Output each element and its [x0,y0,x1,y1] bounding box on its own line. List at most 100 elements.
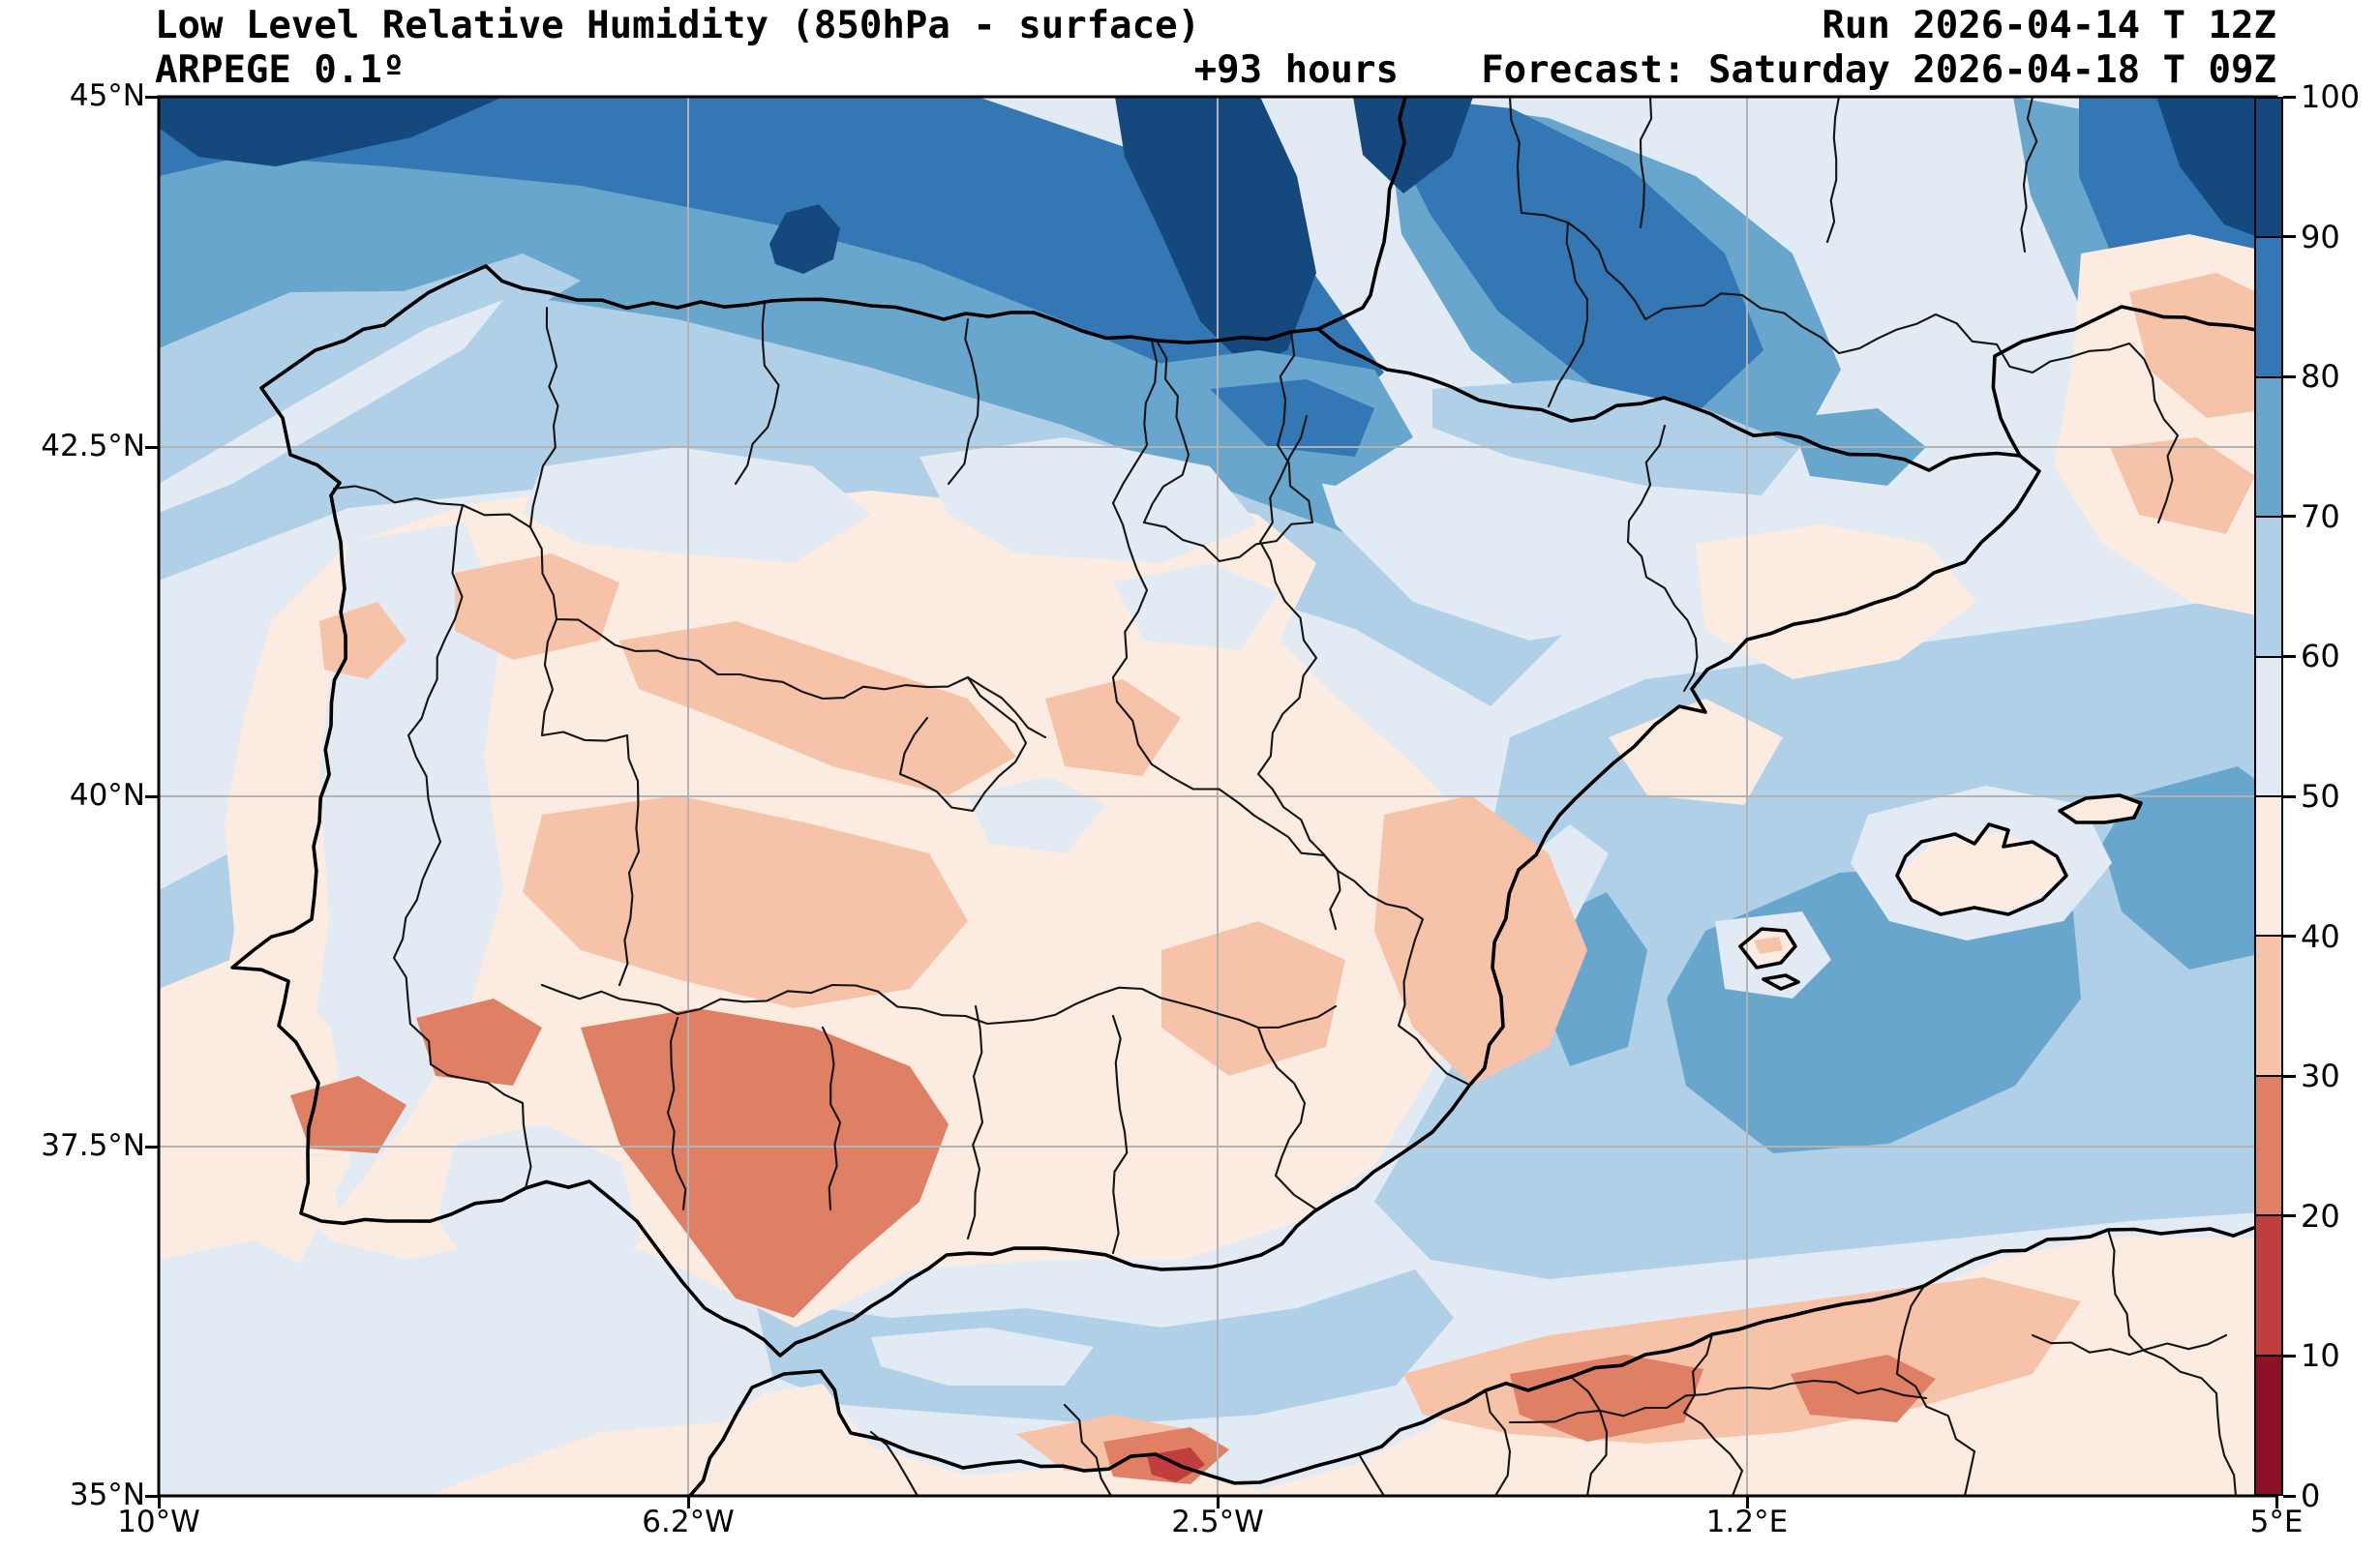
contour-region [2110,437,2255,534]
contour-region [619,621,1016,795]
colorbar-segment [2256,238,2281,378]
x-tick-mark [2275,1496,2278,1508]
contour-region [159,97,1384,418]
contour-region [871,1328,1094,1386]
x-tick-label: 10°W [117,1505,200,1539]
admin-border [1357,1452,1386,1496]
admin-border [1569,1375,1609,1496]
admin-border [821,1026,842,1211]
contour-region [416,999,542,1086]
admin-border [1508,97,1570,224]
admin-border [1142,521,1314,563]
formentera-coastline [1762,973,1800,991]
admin-border [947,317,980,486]
pyrenees-border [1316,327,2022,472]
admin-border [332,485,532,1190]
colorbar-segment [2256,1076,2281,1217]
contour-region [159,1240,408,1482]
contour-region [755,1269,1454,1424]
contour-region [1113,563,1280,650]
menorca-coastline [2058,793,2143,824]
admin-border [1111,501,1154,766]
contour-region [1791,1355,1936,1422]
y-tick-mark [145,95,159,99]
contour-region [159,300,503,513]
x-tick-label: 6.2°W [642,1505,735,1539]
admin-border [1256,414,1341,931]
contour-region [1696,524,1976,679]
admin-border [966,1004,984,1240]
admin-border [540,617,629,742]
model-label: ARPEGE 0.1º [155,48,406,92]
ibiza-coastline [1738,927,1797,970]
admin-border [1825,97,1841,244]
colorbar-segment [2256,377,2281,519]
forecast-label: Forecast: Saturday 2026-04-18 T 09Z [1481,48,2276,92]
graticule-layer [159,97,2276,1496]
contour-region [2062,796,2139,821]
colorbar-tick-mark [2283,374,2296,378]
admin-border [1063,1403,1113,1496]
admin-border [2106,1228,2238,1496]
colorbar-tick-label: 80 [2301,358,2340,396]
admin-border [666,1016,687,1211]
colorbar-tick-label: 30 [2301,1058,2340,1095]
contour-region [159,116,1461,547]
colorbar-tick-label: 100 [2301,78,2361,115]
contour-region [1754,937,1783,954]
mallorca-coastline [1895,822,2068,916]
y-tick-mark [145,1494,159,1498]
y-tick-label: 40°N [69,778,145,813]
contour-region [1392,97,1763,408]
y-tick-label: 35°N [69,1477,145,1512]
contour-region [426,1237,2276,1496]
colorbar-tick-mark [2283,235,2296,239]
admin-border [1142,339,1190,524]
colorbar-tick-label: 70 [2301,497,2340,535]
admin-border [1336,869,1469,1086]
admin-border [528,525,1047,739]
colorbar-tick-mark [2283,1074,2296,1078]
admin-border [2031,1333,2228,1357]
y-tick-label: 37.5°N [41,1128,145,1163]
contour-region [523,795,968,1008]
x-tick-label: 2.5°W [1171,1505,1264,1539]
colorbar-tick-label: 0 [2301,1477,2321,1514]
colorbar-tick-mark [2283,95,2296,99]
contour-region [1353,97,1473,194]
contour-region [437,1124,641,1298]
admin-border [540,983,1338,1030]
colorbar-segment [2256,657,2281,798]
contour-region [1374,795,1587,1086]
colorbar-segment [2256,518,2281,658]
colorbar-segment [2256,1216,2281,1357]
y-tick-mark [145,445,159,449]
colorbar-segment [2256,1356,2281,1495]
africa-coastline [687,1225,2276,1496]
run-label: Run 2026-04-14 T 12Z [1822,4,2276,47]
x-tick-label: 1.2°E [1705,1505,1789,1539]
admin-border [1484,1388,1512,1496]
admin-border [1566,221,2180,524]
contour-region [523,447,871,563]
admin-border [1111,339,1159,505]
admin-border [461,306,559,529]
contour-region [919,437,1258,563]
colorbar-segment [2256,99,2281,239]
y-tick-mark [145,794,159,798]
lead-time-label: +93 hours [1193,48,1399,92]
contour-region [2156,97,2276,244]
y-tick-label: 42.5°N [41,429,145,463]
admin-border [1276,330,1314,524]
admin-border [1639,97,1653,229]
admin-border [618,733,641,987]
contour-region [2102,766,2276,970]
colorbar-tick-mark [2283,935,2296,939]
admin-borders-layer [332,97,2238,1496]
admin-border [1150,762,1340,873]
colorbar-tick-mark [2283,1214,2296,1218]
admin-border [1547,221,1589,408]
contour-region [769,204,840,274]
